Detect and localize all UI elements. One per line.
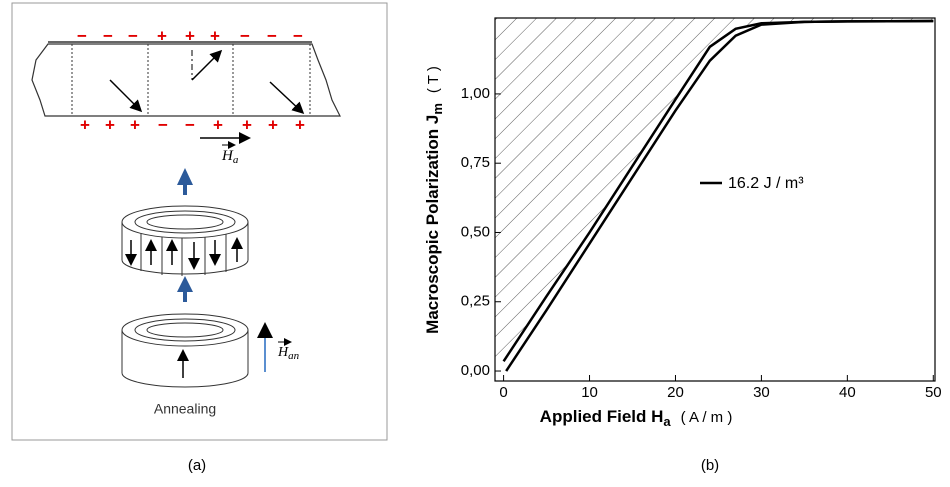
y-tick-label: 1,00: [461, 85, 490, 102]
charge: +: [295, 115, 305, 134]
field-symbol: H: [221, 148, 234, 164]
charge: +: [80, 115, 90, 134]
strip: [31, 43, 341, 117]
x-axis-label: Applied Field Ha ( A / m ): [540, 407, 733, 429]
x-label-text: Applied Field H: [540, 407, 664, 426]
panel-frame: [11, 2, 388, 441]
charge: +: [157, 26, 167, 45]
field-label: Ha: [221, 148, 239, 165]
charge: +: [105, 115, 115, 134]
x-tick-label: 30: [753, 384, 770, 401]
series-line: [505, 19, 934, 372]
charge: −: [293, 26, 303, 45]
field-subscript: a: [233, 154, 239, 166]
charge: +: [210, 26, 220, 45]
domain-arrows: [125, 237, 243, 270]
charge: −: [77, 26, 87, 45]
panel-a: Ha Han Annealing (a): [11, 2, 388, 474]
charge: −: [158, 115, 168, 134]
panel-label: (a): [188, 457, 206, 474]
domain-walls: [71, 44, 311, 116]
charge: +: [213, 115, 223, 134]
x-tick-label: 20: [667, 384, 684, 401]
anneal-field-label: Han: [277, 345, 300, 361]
charge: −: [267, 26, 277, 45]
x-label-unit: ( A / m ): [681, 409, 733, 426]
hatched-area: [495, 18, 934, 362]
y-label-text: Macroscopic Polarization J: [423, 115, 442, 334]
cylinder-annealed: [121, 313, 249, 388]
y-label-sub: m: [430, 103, 445, 115]
charge: +: [130, 115, 140, 134]
y-tick-label: 0,50: [461, 223, 490, 240]
plot-frame: [494, 17, 936, 382]
charge: −: [240, 26, 250, 45]
x-tick-label: 40: [839, 384, 856, 401]
cylinder-magnetized: [121, 205, 249, 276]
charge: +: [268, 115, 278, 134]
caption: Annealing: [154, 401, 216, 417]
magnetization-arrows: [109, 49, 305, 144]
x-tick-label: 0: [499, 384, 507, 401]
charge: −: [103, 26, 113, 45]
x-label-sub: a: [663, 414, 671, 429]
charge: +: [242, 115, 252, 134]
x-tick-label: 50: [925, 384, 942, 401]
y-label-unit: ( T ): [425, 66, 442, 93]
charge: −: [128, 26, 138, 45]
x-tick-label: 10: [581, 384, 598, 401]
anneal-field-subscript: an: [288, 350, 300, 362]
legend-label: 16.2 J / m³: [728, 175, 804, 192]
y-tick-label: 0,75: [461, 154, 490, 171]
anneal-field-symbol: H: [277, 345, 289, 360]
charge: +: [185, 26, 195, 45]
process-arrow: [177, 276, 193, 302]
panel-label: (b): [701, 457, 719, 474]
charge: −: [185, 115, 195, 134]
y-axis-label: Macroscopic Polarization Jm ( T ): [423, 66, 445, 334]
y-tick-label: 0,25: [461, 293, 490, 310]
y-tick-label: 0,00: [461, 362, 490, 379]
process-arrow: [177, 168, 193, 195]
